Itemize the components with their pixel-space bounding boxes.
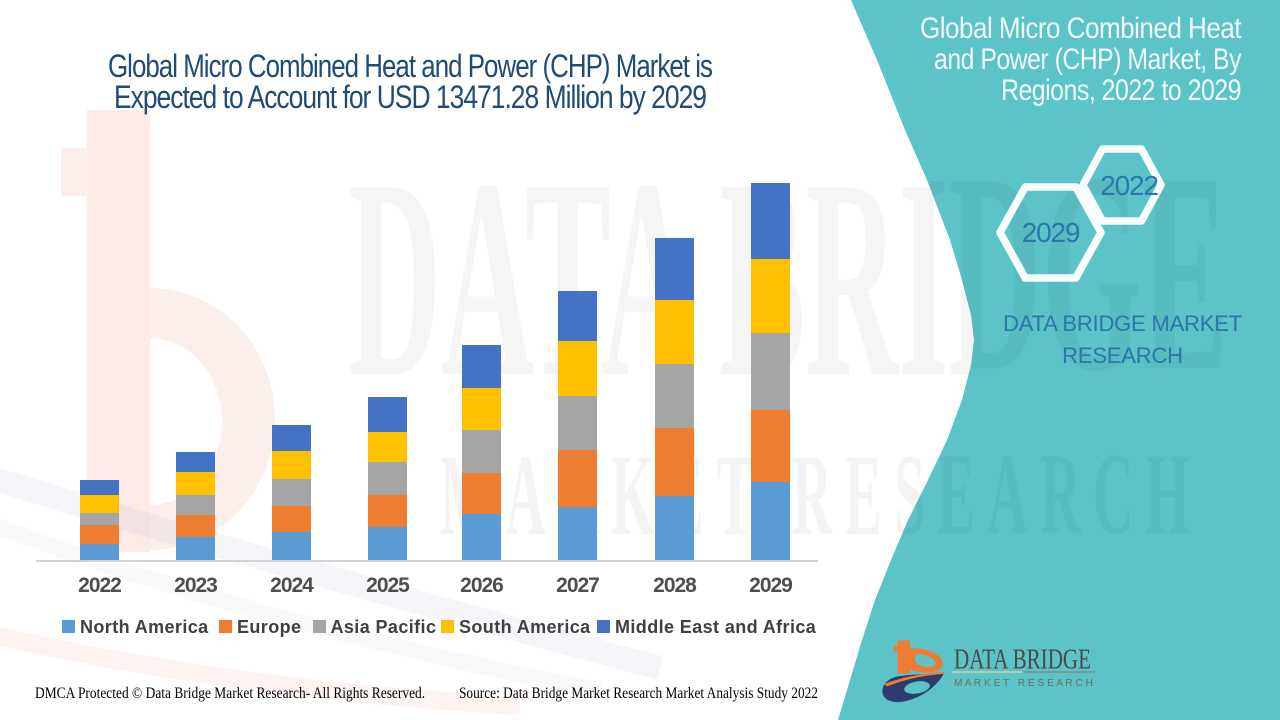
- svg-text:DATA BRIDGE: DATA BRIDGE: [954, 645, 1091, 676]
- svg-text:M A R K E T R E S E A R C H: M A R K E T R E S E A R C H: [954, 678, 1093, 689]
